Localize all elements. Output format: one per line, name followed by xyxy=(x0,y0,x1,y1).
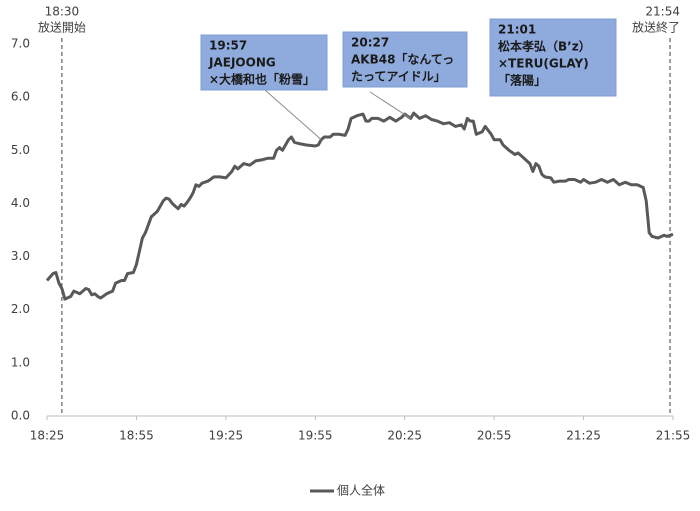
callout-time: 21:01 xyxy=(498,23,536,37)
legend-label: 個人全体 xyxy=(337,483,385,498)
x-tick-label: 20:55 xyxy=(477,429,512,443)
y-tick-label: 2.0 xyxy=(11,302,30,316)
x-tick-label: 20:25 xyxy=(387,429,422,443)
x-tick-label: 19:25 xyxy=(209,429,244,443)
callout-box xyxy=(342,31,468,88)
callout-text: ×TERU(GLAY) xyxy=(498,57,589,71)
x-tick-label: 21:55 xyxy=(656,429,691,443)
callout-leader xyxy=(369,91,411,119)
callout: 19:57 JAEJOONG ×大橋和也「粉雪」 xyxy=(200,34,328,141)
x-tick-label: 18:55 xyxy=(119,429,154,443)
callout-box xyxy=(200,34,328,91)
y-tick-label: 6.0 xyxy=(11,90,30,104)
callout-text: たってアイドル」 xyxy=(351,70,446,84)
callout-text: 「落陽」 xyxy=(498,73,546,88)
callout-text: JAEJOONG xyxy=(208,56,276,70)
y-tick-label: 3.0 xyxy=(11,249,30,263)
marker-time: 18:30 xyxy=(45,5,80,19)
y-tick-label: 7.0 xyxy=(11,37,30,51)
x-tick-label: 19:55 xyxy=(298,429,333,443)
callout-text: AKB48「なんてっ xyxy=(351,52,454,67)
callout: 21:01 松本孝弘（B’z） ×TERU(GLAY) 「落陽」 xyxy=(489,18,617,97)
marker-label: 放送終了 xyxy=(632,20,680,35)
y-tick-label: 0.0 xyxy=(11,409,30,423)
x-tick-label: 18:25 xyxy=(30,429,65,443)
y-tick-label: 4.0 xyxy=(11,196,30,210)
callout-text: 松本孝弘（B’z） xyxy=(498,39,591,54)
data-line xyxy=(45,111,674,301)
y-tick-label: 1.0 xyxy=(11,355,30,369)
marker-time: 21:54 xyxy=(645,5,680,19)
callout-text: ×大橋和也「粉雪」 xyxy=(209,72,315,87)
callout-leader xyxy=(264,89,322,141)
marker-label: 放送開始 xyxy=(38,20,86,35)
callout-time: 19:57 xyxy=(209,39,247,53)
callout-box xyxy=(489,18,617,97)
x-tick-label: 21:25 xyxy=(566,429,601,443)
callout-time: 20:27 xyxy=(351,36,389,50)
y-tick-label: 5.0 xyxy=(11,143,30,157)
